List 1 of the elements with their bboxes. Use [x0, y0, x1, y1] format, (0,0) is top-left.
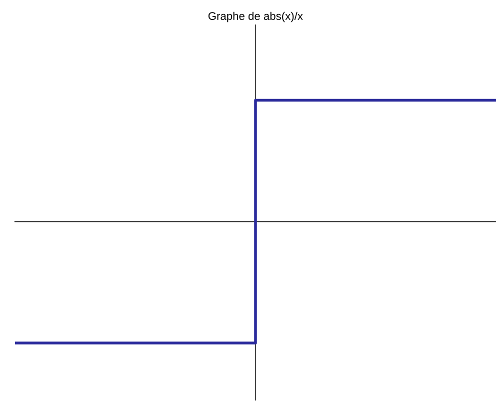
- chart-title: Graphe de abs(x)/x: [208, 12, 303, 22]
